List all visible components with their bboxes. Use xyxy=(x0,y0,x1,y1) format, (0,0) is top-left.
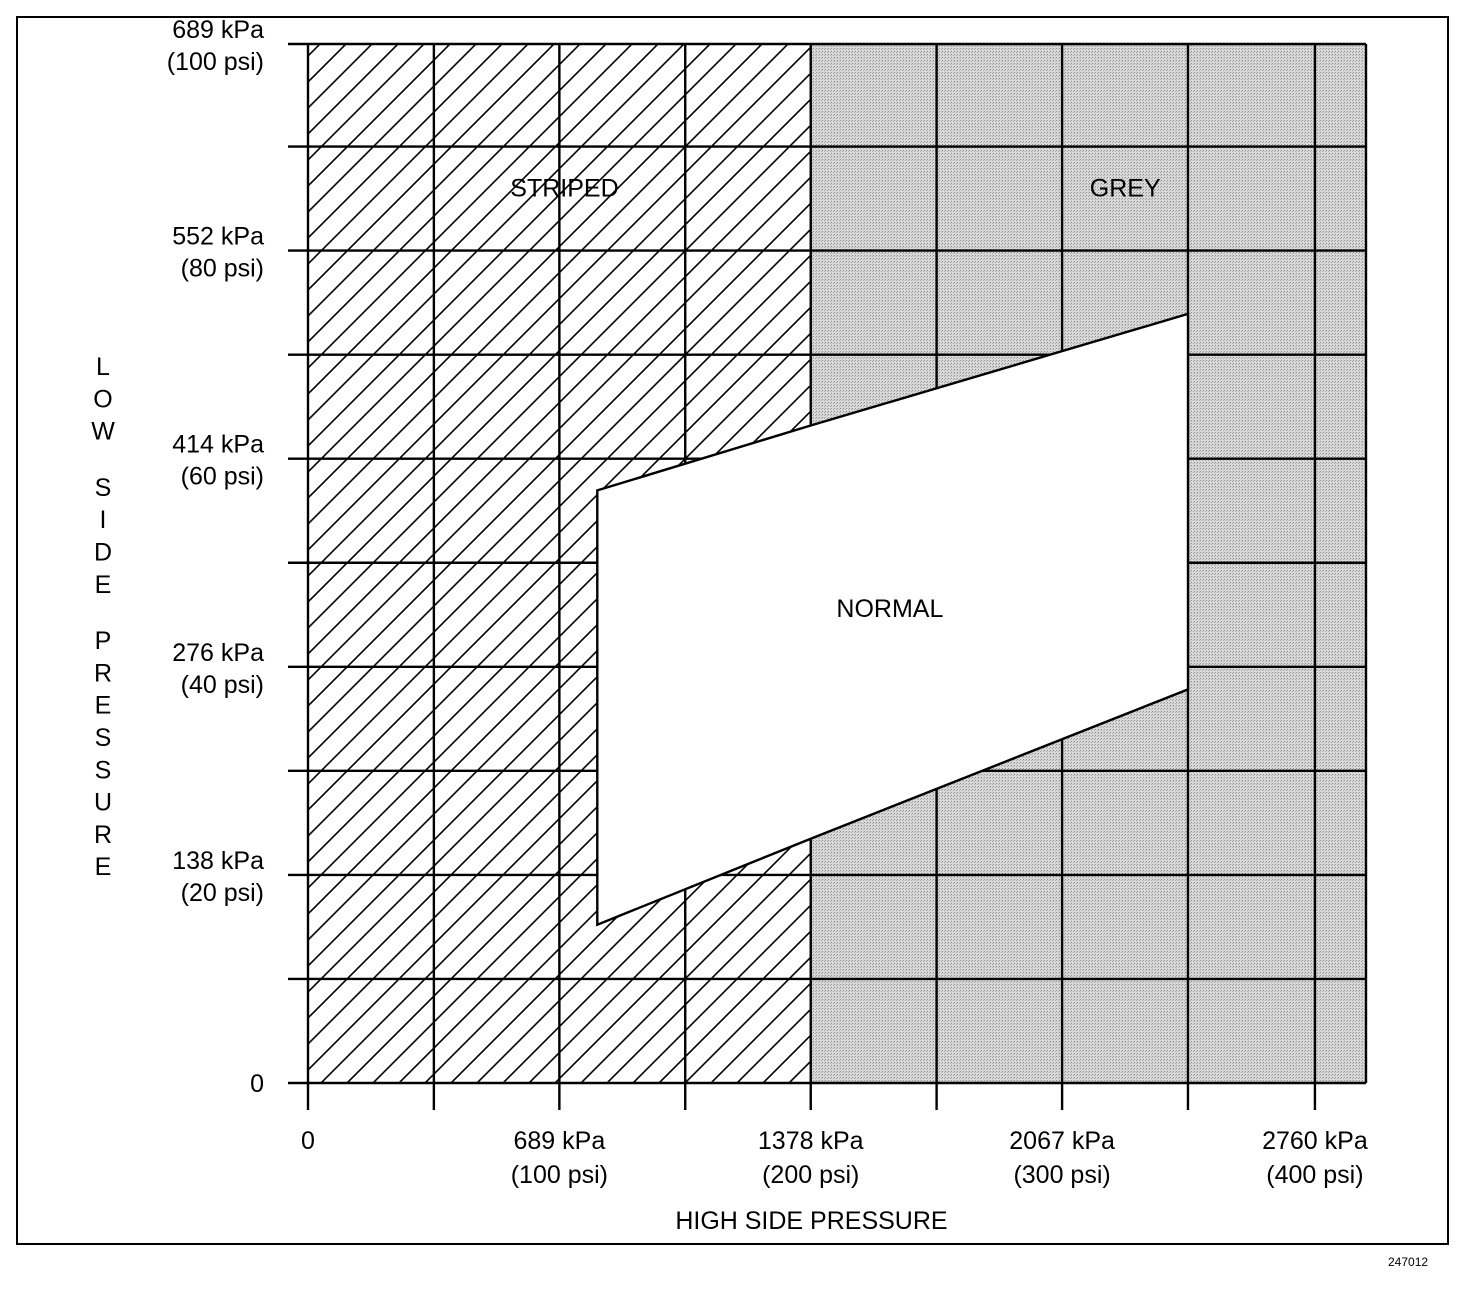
y-axis-title-letter: P xyxy=(95,627,112,655)
y-tick-label: 414 kPa xyxy=(172,431,264,459)
y-tick-label-psi: (80 psi) xyxy=(181,255,264,283)
y-axis-title-letter: W xyxy=(91,418,115,446)
x-tick-label: 689 kPa xyxy=(513,1127,605,1155)
x-tick-label: 1378 kPa xyxy=(758,1127,864,1155)
x-tick-label: 0 xyxy=(301,1127,315,1155)
y-axis-title-letter: E xyxy=(95,571,112,599)
y-tick-label-psi: (60 psi) xyxy=(181,463,264,491)
x-tick-label-psi: (200 psi) xyxy=(762,1161,859,1189)
x-tick-label-psi: (100 psi) xyxy=(511,1161,608,1189)
y-axis-title-letter: E xyxy=(95,853,112,881)
y-tick-label: 0 xyxy=(250,1070,264,1098)
x-tick-label: 2067 kPa xyxy=(1009,1127,1115,1155)
region-label-grey: GREY xyxy=(1090,174,1161,202)
y-tick-label: 552 kPa xyxy=(172,223,264,251)
y-axis-title-letter: S xyxy=(95,474,112,502)
y-tick-label-psi: (20 psi) xyxy=(181,879,264,907)
y-tick-label-psi: (40 psi) xyxy=(181,671,264,699)
outer-frame xyxy=(16,16,1449,1245)
region-normal-outline xyxy=(596,312,1190,927)
y-tick-label: 689 kPa xyxy=(172,16,264,44)
y-axis-title-letter: R xyxy=(94,821,112,849)
y-axis-title-letter: U xyxy=(94,789,112,817)
y-axis-title-letter: O xyxy=(93,385,112,413)
figure-id: 247012 xyxy=(1388,1255,1429,1269)
y-axis-title-letter: S xyxy=(95,756,112,784)
x-tick-label-psi: (300 psi) xyxy=(1013,1161,1110,1189)
y-tick-label-psi: (100 psi) xyxy=(167,48,264,76)
x-axis-title: HIGH SIDE PRESSURE xyxy=(675,1207,947,1235)
y-axis-title-letter: I xyxy=(100,506,107,534)
y-tick-label: 276 kPa xyxy=(172,639,264,667)
region-label-striped: STRIPED xyxy=(510,174,618,202)
y-axis-title-letter: L xyxy=(96,353,110,381)
y-axis-title-letter: S xyxy=(95,724,112,752)
x-tick-label: 2760 kPa xyxy=(1262,1127,1368,1155)
y-tick-label: 138 kPa xyxy=(172,847,264,875)
x-tick-label-psi: (400 psi) xyxy=(1266,1161,1363,1189)
y-axis-title-letter: E xyxy=(95,692,112,720)
region-label-normal: NORMAL xyxy=(836,595,943,623)
y-axis-title-letter: R xyxy=(94,659,112,687)
y-axis-title-letter: D xyxy=(94,539,112,567)
